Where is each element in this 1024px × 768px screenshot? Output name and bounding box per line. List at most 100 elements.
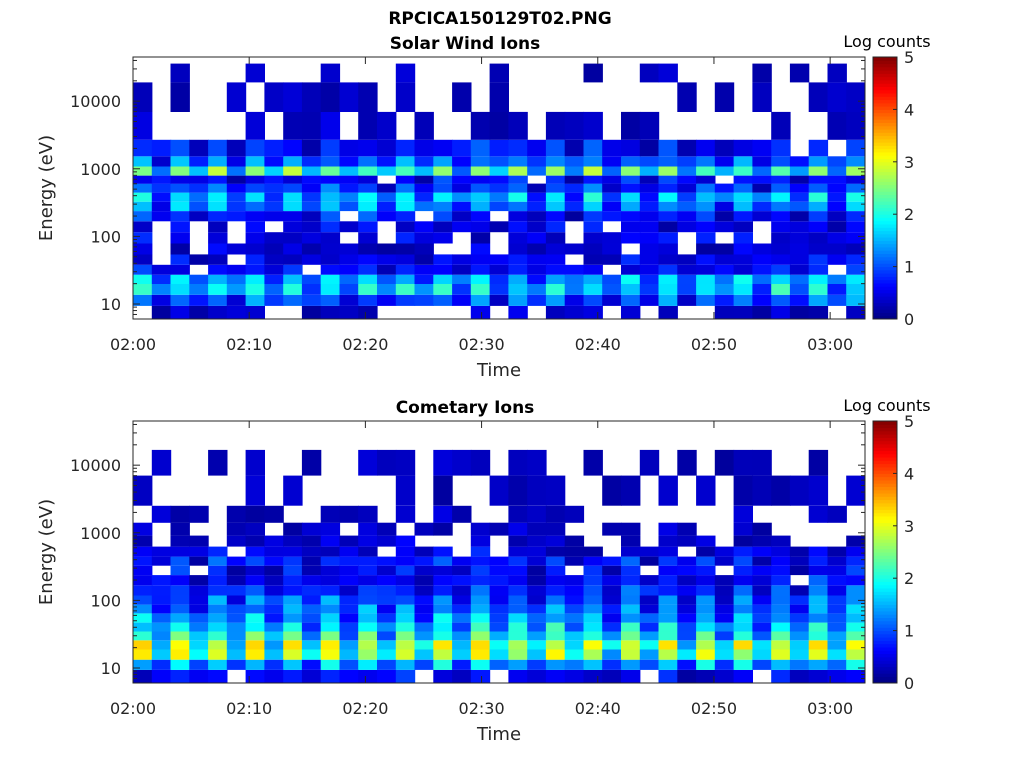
heatmap-cell [452,669,472,683]
x-tick-label: 02:10 [226,699,272,718]
heatmap-cell [452,201,472,212]
heatmap-cell [714,192,735,202]
colorbar-tick-label: 4 [904,464,914,483]
heatmap-cell [771,211,791,222]
heatmap-cell [320,192,341,202]
heatmap-cell [621,669,641,683]
heatmap-cell [170,63,190,83]
heatmap-cell [508,604,528,614]
heatmap-cell [658,595,678,605]
heatmap-cell [264,640,284,650]
heatmap-cell [283,183,303,193]
colorbar-step [873,148,897,153]
heatmap-cell [264,505,284,523]
heatmap-cell [621,221,641,233]
colorbar-step [873,509,897,514]
heatmap-cell [208,305,228,319]
heatmap-cell [452,595,472,605]
heatmap-cell [151,659,172,670]
heatmap-cell [245,264,265,275]
colorbar-step [873,535,897,540]
heatmap-cell [320,232,341,244]
heatmap-cell [208,192,228,202]
heatmap-cell [508,139,528,157]
y-axis-label: Energy (eV) [36,135,57,241]
heatmap-cell [170,604,190,614]
colorbar-step [873,233,897,238]
heatmap-cell [414,556,434,566]
colorbar-step [873,115,897,120]
x-tick-label: 02:30 [459,699,505,718]
colorbar-step [873,558,897,563]
heatmap-cell [452,622,472,632]
heatmap-cell [658,139,678,157]
heatmap-cell [808,604,829,614]
heatmap-cell [733,535,753,547]
heatmap-cell [733,622,753,632]
colorbar-step [873,99,897,104]
heatmap-cell [696,139,716,157]
colorbar-step [873,109,897,114]
heatmap-cell [151,201,172,212]
colorbar-step [873,574,897,579]
heatmap-cell [658,575,678,586]
heatmap-cell [827,211,847,222]
heatmap-cell [583,192,603,202]
colorbar-step [873,568,897,573]
heatmap-cell [133,192,153,202]
colorbar-label: Log counts [843,396,930,415]
heatmap-cell [189,575,209,586]
heatmap-cell [846,535,865,547]
colorbar-step [873,620,897,625]
heatmap-cell [283,565,303,576]
heatmap-cell [621,522,641,536]
heatmap-cell [771,604,791,614]
heatmap-cell [489,565,509,576]
heatmap-cell [789,631,810,641]
heatmap-cell [733,475,753,506]
heatmap-cell [339,546,359,557]
colorbar-step [873,669,897,674]
heatmap-cell [358,575,378,586]
heatmap-cell [433,595,453,605]
heatmap-cell [564,659,585,670]
heatmap-cell [846,243,865,255]
heatmap-cell [808,211,829,222]
heatmap-cell [189,183,209,193]
heatmap-cell [133,565,153,576]
heatmap-cell [752,243,772,255]
heatmap-cell [489,556,509,566]
heatmap-cell [133,274,153,284]
plot-frame [132,56,866,320]
heatmap-cell [489,166,509,176]
heatmap-cell [658,475,678,506]
heatmap-cell [771,595,791,605]
heatmap-cell [320,631,341,641]
heatmap-cell [621,649,641,660]
heatmap-cell [151,631,172,641]
heatmap-cell [320,505,341,523]
heatmap-cell [808,221,829,233]
heatmap-cell [189,505,209,523]
colorbar-label: Log counts [843,32,930,51]
heatmap-cell [508,175,528,184]
heatmap-cell [527,535,547,547]
heatmap-cell [508,669,528,683]
heatmap-cell [133,156,153,167]
colorbar-step [873,637,897,641]
heatmap-cell [358,243,378,255]
heatmap-cell [733,669,753,683]
heatmap-cell [452,604,472,614]
heatmap-cell [602,659,622,670]
colorbar-step [873,73,897,78]
heatmap-cell [696,595,716,605]
heatmap-cell [452,139,472,157]
heatmap-cell [545,243,566,255]
heatmap-cell [339,565,359,576]
colorbar-step [873,591,897,596]
heatmap-cell [377,139,397,157]
heatmap-cell [564,669,585,683]
heatmap-cell [208,294,228,306]
heatmap-cell [133,232,153,244]
heatmap-cell [564,211,585,222]
